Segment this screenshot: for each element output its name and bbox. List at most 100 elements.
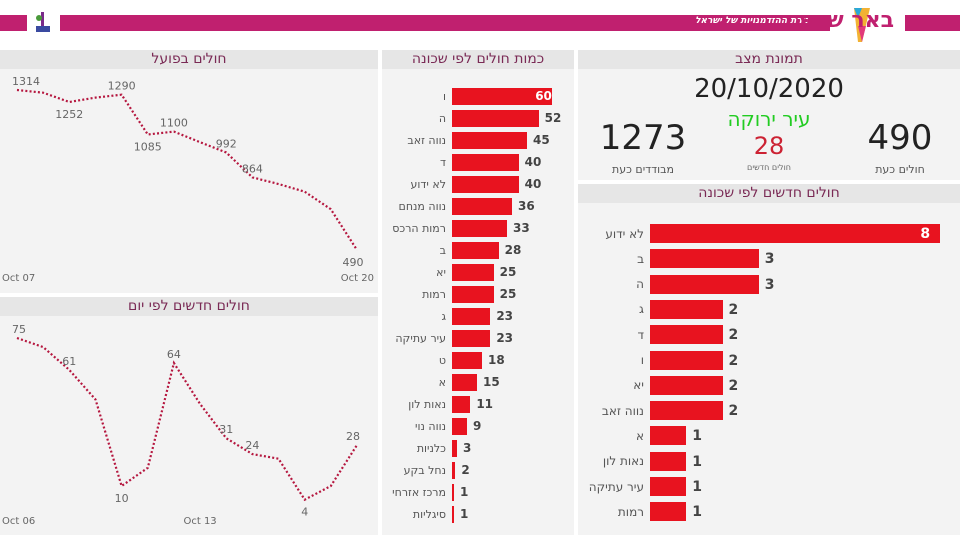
x-tick-label: Oct 06: [2, 516, 35, 527]
data-label: 28: [346, 430, 360, 443]
x-tick-label: Oct 07: [2, 273, 35, 284]
bar-category-label: ה: [438, 111, 446, 125]
bar-value-label: 1: [692, 504, 702, 521]
bar-row: רמות 1: [578, 502, 960, 522]
data-label: 864: [242, 162, 263, 175]
header-bar-left-stub: [0, 15, 27, 31]
x-tick-label: Oct 20: [341, 273, 374, 284]
bar-row: א 15: [382, 374, 574, 392]
bar: [452, 220, 507, 237]
bar-category-label: נאות לון: [408, 397, 446, 411]
isolated-label: מבודדים כעת: [611, 163, 675, 176]
bar: [650, 375, 723, 395]
header-bar: [60, 15, 830, 31]
bar: [452, 110, 539, 127]
bar: [452, 198, 512, 215]
bar-category-label: יא: [436, 265, 446, 279]
bar-value-label: 40: [524, 177, 542, 191]
beersheva-logo: באר שבע: [799, 4, 902, 44]
bar-category-label: ג: [441, 309, 446, 323]
bar-row: נחל בקע 2: [382, 462, 574, 480]
bar-value-label: 40: [524, 155, 542, 169]
bar-row: עיר עתיקה 23: [382, 330, 574, 348]
bar-category-label: ו: [640, 353, 644, 367]
bar-category-label: ה: [636, 277, 644, 292]
bar-value-label: 1: [692, 453, 702, 470]
bar-category-label: ד: [439, 155, 446, 169]
bar: [452, 506, 454, 523]
x-tick-label: Oct 13: [183, 516, 216, 527]
bar-value-label: 15: [483, 375, 500, 389]
data-label: 1252: [55, 108, 83, 121]
bar-category-label: ב: [637, 251, 644, 266]
bar-category-label: ד: [637, 327, 644, 342]
bar-category-label: א: [635, 428, 644, 443]
bar-category-label: נאות לון: [602, 454, 644, 469]
bar-category-label: ג: [639, 302, 644, 317]
bar: [452, 242, 499, 259]
bar-row: רמות הרכס 33: [382, 220, 574, 238]
bar-value-label: 2: [728, 352, 739, 369]
bar-row: יא 25: [382, 264, 574, 282]
bar-row: נאות לון 1: [578, 451, 960, 471]
bar: [650, 401, 723, 421]
bar: [452, 396, 471, 413]
bar: [650, 249, 759, 269]
bar-category-label: מרכז אזרחי: [392, 485, 446, 499]
bar-value-label: 23: [496, 331, 514, 345]
bar-category-label: רמות: [422, 287, 446, 301]
bar-category-label: ט: [438, 353, 446, 367]
bar-row: סיגליות 1: [382, 506, 574, 524]
bar: [452, 352, 482, 369]
active-value: 490: [867, 118, 933, 158]
bar: [452, 484, 454, 501]
bar-category-label: לא ידוע: [410, 177, 446, 191]
status-date: 20/10/2020: [694, 74, 844, 104]
bar-value-label: 2: [728, 377, 739, 394]
data-label: 1290: [108, 80, 136, 93]
data-label: 31: [219, 423, 233, 436]
bar-value-label: 33: [513, 221, 530, 235]
bar-value-label: 8: [920, 226, 931, 242]
bar: [452, 440, 457, 457]
bar-row: נווה זאב 2: [578, 401, 960, 421]
bar-category-label: רמות: [617, 504, 644, 519]
panel-title: חולים חדשים לפי שכונה: [578, 184, 960, 203]
bar: [452, 330, 491, 347]
bar-row: ט 18: [382, 352, 574, 370]
data-label: 64: [167, 348, 181, 361]
bar-value-label: 25: [499, 265, 517, 279]
data-label: 1085: [134, 140, 162, 153]
bar-value-label: 28: [504, 243, 522, 257]
bar-category-label: ב: [439, 243, 446, 257]
bar: [452, 176, 519, 193]
data-label: 1100: [160, 117, 188, 130]
bar-value-label: 18: [488, 353, 505, 367]
status-snapshot-panel: תמונת מצב 20/10/2020 עיר ירוקה 28 חולים …: [578, 50, 960, 180]
data-label: 490: [343, 256, 364, 269]
bar-row: נווה נוי 9: [382, 418, 574, 436]
bar-category-label: נווה מנחם: [398, 199, 446, 213]
bar-value-label: 3: [764, 276, 775, 293]
bar-value-label: 1: [692, 479, 702, 495]
bar-value-label: 3: [463, 441, 472, 455]
bar-row: רמות 25: [382, 286, 574, 304]
bar-category-label: לא ידוע: [605, 226, 644, 241]
bar-row: מרכז אזרחי 1: [382, 484, 574, 502]
bar: [650, 451, 687, 471]
bar: [650, 325, 723, 345]
city-status-label: עיר ירוקה: [727, 107, 811, 131]
data-label: 61: [62, 355, 76, 368]
bar-row: כלניות 3: [382, 440, 574, 458]
bar-category-label: עיר עתיקה: [588, 479, 644, 494]
bar-value-label: 52: [544, 111, 562, 125]
series-line: [16, 336, 358, 502]
bar-category-label: יא: [633, 378, 644, 393]
bar-row: נווה זאב 45: [382, 132, 574, 150]
bar-category-label: נווה זאב: [407, 133, 446, 147]
